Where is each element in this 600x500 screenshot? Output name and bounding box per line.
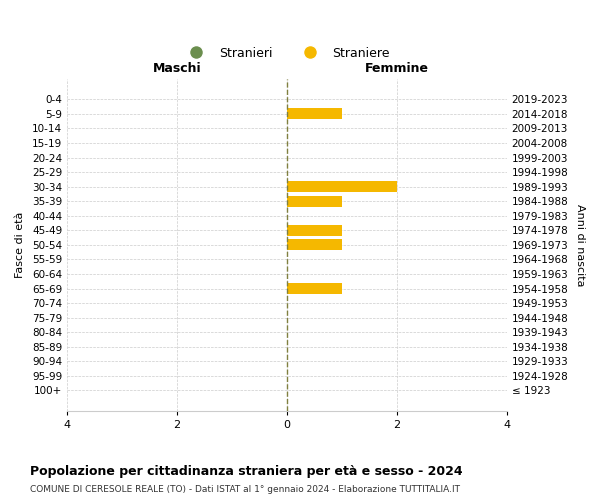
Text: COMUNE DI CERESOLE REALE (TO) - Dati ISTAT al 1° gennaio 2024 - Elaborazione TUT: COMUNE DI CERESOLE REALE (TO) - Dati IST… [30,485,460,494]
Bar [287,240,342,250]
Text: Popolazione per cittadinanza straniera per età e sesso - 2024: Popolazione per cittadinanza straniera p… [30,465,463,478]
Text: Femmine: Femmine [365,62,429,74]
Text: Maschi: Maschi [152,62,201,74]
Y-axis label: Fasce di età: Fasce di età [15,212,25,278]
Y-axis label: Anni di nascita: Anni di nascita [575,204,585,286]
Bar [287,181,397,192]
Legend: Stranieri, Straniere: Stranieri, Straniere [179,42,395,65]
Bar [287,225,342,236]
Bar [287,196,342,206]
Bar [287,108,342,120]
Bar [287,283,342,294]
